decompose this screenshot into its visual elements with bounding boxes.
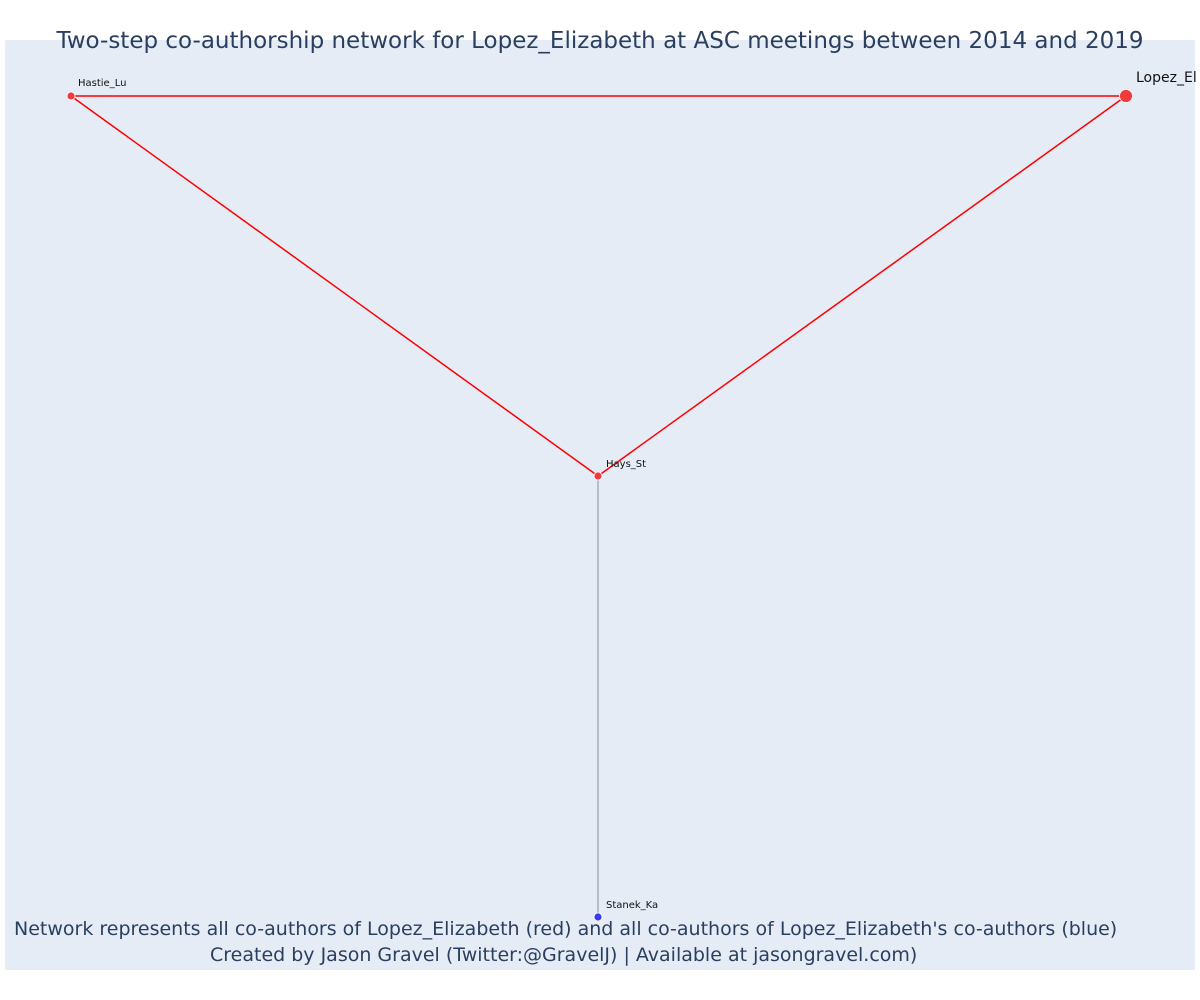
edge-Hastie_Lu-Hays_St xyxy=(70,95,599,477)
node-label-Lopez_El: Lopez_El xyxy=(1136,70,1197,86)
nodes-layer: Hastie_Lu Lopez_El Hays_St Stanek_Ka xyxy=(66,70,1197,922)
node-label-Hays_St: Hays_St xyxy=(606,459,646,470)
caption-line-2: Created by Jason Gravel (Twitter:@Gravel… xyxy=(210,944,918,966)
node-Stanek_Ka[interactable] xyxy=(593,912,603,922)
edges-layer xyxy=(70,95,1127,917)
caption-line-1: Network represents all co-authors of Lop… xyxy=(14,918,1118,940)
node-label-Stanek_Ka: Stanek_Ka xyxy=(606,900,658,911)
node-Hays_St[interactable] xyxy=(593,471,603,481)
edge-Lopez_El-Hays_St xyxy=(597,95,1127,477)
node-Hastie_Lu[interactable] xyxy=(66,91,76,101)
node-label-Hastie_Lu: Hastie_Lu xyxy=(78,78,126,89)
node-Lopez_El[interactable] xyxy=(1119,89,1133,103)
plot-area xyxy=(5,40,1195,970)
chart-title: Two-step co-authorship network for Lopez… xyxy=(56,28,1144,54)
